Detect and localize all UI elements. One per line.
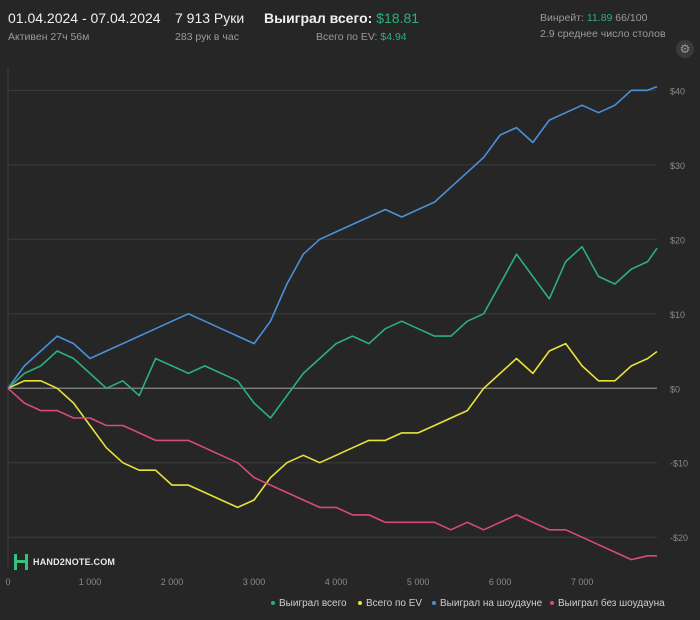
- x-tick-label: 5 000: [407, 577, 430, 587]
- chart-header: 01.04.2024 - 07.04.2024 Активен 27ч 56м …: [0, 0, 700, 60]
- ev-total: Всего по EV: $4.94: [316, 31, 407, 43]
- legend-label: Выиграл всего: [279, 598, 347, 609]
- hands-count: 7 913 Руки: [175, 10, 245, 26]
- winrate-value: 11.89: [586, 12, 613, 24]
- series-line-2: [7, 85, 658, 389]
- y-tick-label: $40: [670, 86, 685, 96]
- legend-dot-icon: [432, 601, 436, 606]
- hands-per-hour: 283 рук в час: [175, 31, 239, 43]
- series-line-1: [7, 342, 658, 509]
- y-tick-label: -$10: [670, 459, 688, 469]
- logo-mark-icon: [14, 554, 28, 570]
- series-line-3: [7, 387, 657, 561]
- legend-label: Выиграл на шоудауне: [440, 598, 543, 609]
- winrate: Винрейт: 11.89 66/100: [540, 12, 647, 24]
- avg-tables: 2.9 среднее число столов: [540, 28, 666, 40]
- legend-item-ev[interactable]: Всего по EV: [358, 598, 422, 609]
- x-axis-labels: 0 1 000 2 000 3 000 4 000 5 000 6 000 7 000: [5, 577, 593, 587]
- x-tick-label: 7 000: [571, 577, 594, 587]
- series-line-0: [7, 245, 658, 419]
- x-tick-label: 1 000: [79, 577, 102, 587]
- x-tick-label: 0: [5, 577, 10, 587]
- chart-grid: [7, 68, 657, 567]
- legend-dot-icon: [550, 601, 554, 606]
- winrate-label: Винрейт:: [540, 12, 584, 24]
- ev-label: Всего по EV:: [316, 31, 378, 43]
- y-tick-label: $0: [670, 384, 680, 394]
- legend-item-won-total[interactable]: Выиграл всего: [271, 598, 347, 609]
- y-tick-label: $30: [670, 161, 685, 171]
- winrate-unit: 66/100: [615, 12, 648, 24]
- chart-lines: [7, 85, 658, 561]
- legend-label: Всего по EV: [366, 598, 423, 609]
- x-tick-label: 6 000: [489, 577, 512, 587]
- y-tick-label: -$20: [670, 533, 688, 543]
- y-tick-label: $10: [670, 310, 685, 320]
- won-total-value: $18.81: [376, 10, 420, 26]
- date-range: 01.04.2024 - 07.04.2024: [8, 10, 161, 26]
- legend-label: Выиграл без шоудауна: [558, 598, 665, 609]
- results-chart: $40 $30 $20 $10 $0 -$10 -$20 0 1 000 2 000 3 000 4…: [5, 68, 688, 587]
- x-tick-label: 2 000: [161, 577, 184, 587]
- legend-item-non-showdown[interactable]: Выиграл без шоудауна: [550, 598, 665, 609]
- legend-dot-icon: [271, 601, 275, 606]
- y-axis-labels: $40 $30 $20 $10 $0 -$10 -$20: [670, 86, 688, 543]
- active-time: Активен 27ч 56м: [8, 31, 90, 43]
- y-tick-label: $20: [670, 235, 685, 245]
- legend-item-showdown[interactable]: Выиграл на шоудауне: [432, 598, 542, 609]
- legend-dot-icon: [358, 601, 362, 606]
- ev-value: $4.94: [380, 31, 407, 43]
- gear-icon[interactable]: ⚙: [676, 40, 694, 58]
- logo-text: HAND2NOTE.COM: [33, 557, 116, 567]
- won-total-label: Выиграл всего:: [264, 10, 373, 26]
- hand2note-logo: HAND2NOTE.COM: [14, 553, 115, 571]
- won-total: Выиграл всего: $18.81: [264, 10, 419, 26]
- x-tick-label: 3 000: [243, 577, 266, 587]
- x-tick-label: 4 000: [325, 577, 348, 587]
